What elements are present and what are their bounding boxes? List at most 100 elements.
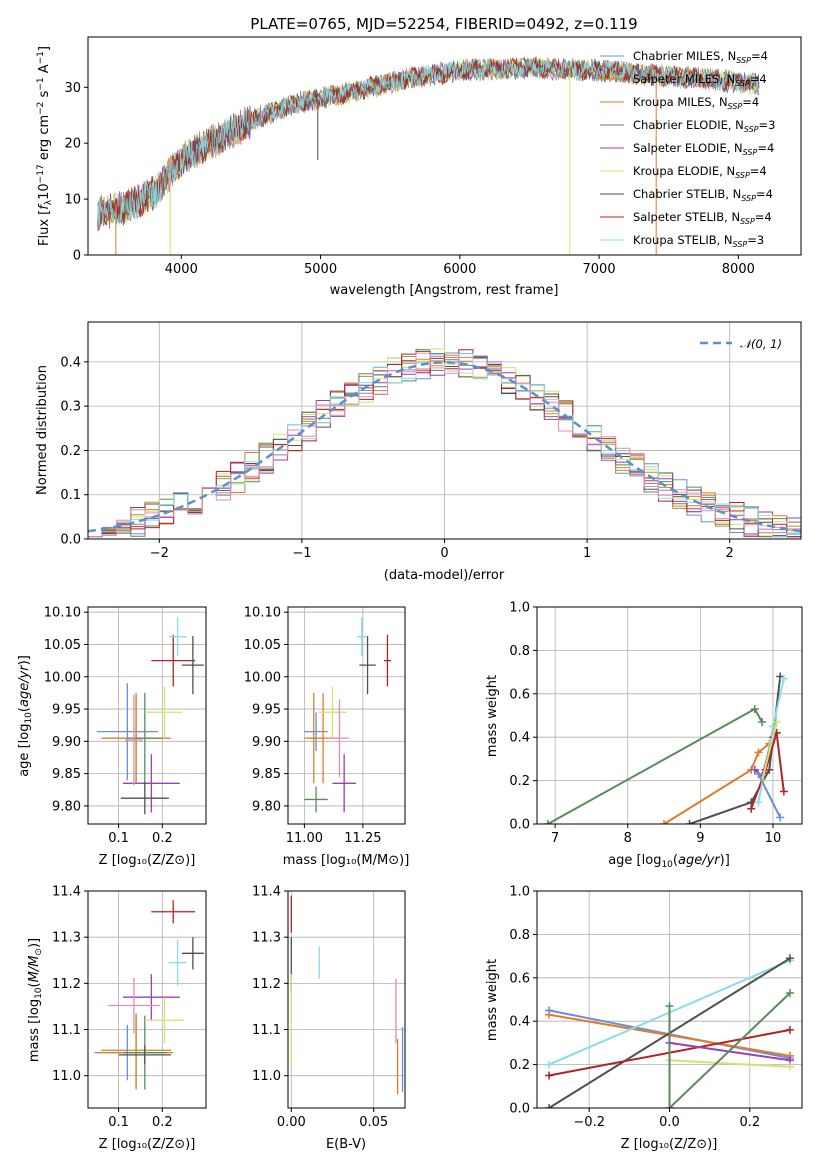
plot-area <box>97 56 760 255</box>
label-part: −2 <box>36 102 46 115</box>
label-part: 10 <box>34 987 44 999</box>
residuals-ylabel: Normed distribution <box>35 365 50 495</box>
mass-weight-marker <box>779 787 788 796</box>
label-part: A <box>37 64 52 77</box>
legend-text: Kroupa MILES, N <box>633 95 728 109</box>
axis-label: mass [log10(M/M⊙)] <box>27 938 44 1062</box>
y-tick-label: 9.80 <box>52 799 81 814</box>
legend-label: Chabrier STELIB, NSSP=4 <box>633 187 773 203</box>
label-part: λ <box>44 199 54 205</box>
y-tick-label: 0.0 <box>509 818 530 833</box>
label-part: ( <box>673 853 678 868</box>
mass-weight-marker <box>747 804 756 813</box>
y-tick-label: 1.0 <box>509 601 530 616</box>
mass-weight-marker <box>750 704 759 713</box>
mass-weight-marker <box>754 770 763 779</box>
y-tick-label: 10.10 <box>244 606 281 621</box>
legend-label: 𝒩(0, 1) <box>740 337 782 351</box>
label-part: ⊙ <box>34 948 44 956</box>
x-tick-label: −0.2 <box>573 1115 605 1130</box>
legend-sub: SSP <box>740 217 755 226</box>
label-part: )] <box>720 853 730 868</box>
y-tick-label: 11.4 <box>52 885 81 900</box>
legend-suffix: =3 <box>759 118 776 132</box>
label-part: Flux [ <box>37 210 52 246</box>
legend-text: Chabrier MILES, N <box>633 49 736 63</box>
x-tick-label: 8000 <box>722 262 755 277</box>
y-tick-label: 11.4 <box>252 885 281 900</box>
y-tick-label: 9.80 <box>252 799 281 814</box>
x-tick-label: 0.2 <box>152 1115 173 1130</box>
mass-weight-marker <box>776 813 785 822</box>
mass-weight-marker <box>685 820 694 824</box>
legend-text: Salpeter STELIB, N <box>633 210 740 224</box>
x-tick-label: 0.2 <box>152 831 173 846</box>
plot-area <box>304 617 391 813</box>
spectrum-line <box>97 57 760 231</box>
panel-spectrum: 4000 5000 6000 7000 8000 0 10 20 30 wavelength [A… <box>36 36 802 298</box>
x-tick-label: 9 <box>696 831 704 846</box>
legend-label: Kroupa MILES, NSSP=4 <box>633 95 759 111</box>
panel-age-vs-mass: 11.00 11.25 9.80 9.85 9.90 9.95 10.00 10.05 10.1… <box>244 606 409 868</box>
legend-label: Chabrier MILES, NSSP=4 <box>633 49 768 65</box>
x-tick-label: 0.0 <box>659 1115 680 1130</box>
y-tick-label: 9.90 <box>52 735 81 750</box>
y-tick-label: 9.85 <box>52 767 81 782</box>
x-tick-label: 10 <box>765 831 782 846</box>
mass-weight-marker <box>785 1025 794 1034</box>
y-tick-label: 0.8 <box>509 928 530 943</box>
y-tick-label: 9.90 <box>252 735 281 750</box>
axis-label: Z [log₁₀(Z/Z⊙)] <box>99 1137 196 1152</box>
legend-text: Chabrier ELODIE, N <box>633 118 744 132</box>
plot-area <box>543 672 788 824</box>
legend-text: Salpeter MILES, N <box>633 72 735 86</box>
y-tick-label: 11.0 <box>252 1069 281 1084</box>
legend-sub: SSP <box>733 240 748 249</box>
mass-weight-marker <box>665 1002 674 1011</box>
y-tick-label: 10.10 <box>44 606 81 621</box>
spectrum-line <box>97 58 760 232</box>
plot-area <box>94 900 204 1090</box>
legend-sub: SSP <box>735 79 750 88</box>
mass-weight-marker <box>785 954 794 963</box>
axes-frame <box>87 606 207 825</box>
panel-mass-vs-EBV: 0.00 0.05 11.0 11.1 11.2 11.3 11.4 E(B-V) <box>252 885 406 1152</box>
y-tick-label: 1.0 <box>509 885 530 900</box>
y-tick-label: 0.0 <box>60 533 81 548</box>
y-tick-label: 10.05 <box>244 638 281 653</box>
y-tick-label: 9.85 <box>252 767 281 782</box>
mass-weight-marker <box>660 820 669 824</box>
x-tick-label: 0 <box>440 546 448 561</box>
legend-text: Chabrier STELIB, N <box>633 187 741 201</box>
legend-suffix: =4 <box>755 210 772 224</box>
legend-suffix: =3 <box>747 233 764 247</box>
y-tick-label: 0.4 <box>60 355 81 370</box>
panel-residuals: −2 −1 0 1 2 0.0 0.1 0.2 0.3 0.4 (data-model)/error… <box>35 321 802 583</box>
x-tick-label: 7000 <box>583 262 616 277</box>
mass-weight-line <box>669 1059 791 1068</box>
residuals-xlabel: (data-model)/error <box>384 568 505 583</box>
legend-sub: SSP <box>735 171 750 180</box>
y-tick-label: 0.4 <box>509 1015 530 1030</box>
legend-suffix: =4 <box>750 72 767 86</box>
legend-sub: SSP <box>741 194 756 203</box>
label-part: −1 <box>36 51 46 64</box>
mass-weight-marker <box>545 1010 554 1019</box>
mass-weight-marker <box>779 674 788 683</box>
axis-label: mass [log₁₀(M/M⊙)] <box>283 853 410 868</box>
y-tick-label: 10 <box>64 193 81 208</box>
legend-suffix: =4 <box>750 164 767 178</box>
x-tick-label: 6000 <box>443 262 476 277</box>
label-part: ( <box>27 982 42 987</box>
y-tick-label: 0.6 <box>509 687 530 702</box>
spectrum-title: PLATE=0765, MJD=52254, FIBERID=0492, z=0… <box>250 15 637 33</box>
x-tick-label: 4000 <box>165 262 198 277</box>
y-tick-label: 0.1 <box>60 488 81 503</box>
normal-curve <box>88 361 801 533</box>
axes-frame <box>87 36 802 256</box>
x-tick-label: 11.25 <box>344 831 381 846</box>
x-tick-label: 7 <box>551 831 559 846</box>
mass-weight-marker <box>750 765 759 774</box>
label-part: ] <box>37 46 52 51</box>
